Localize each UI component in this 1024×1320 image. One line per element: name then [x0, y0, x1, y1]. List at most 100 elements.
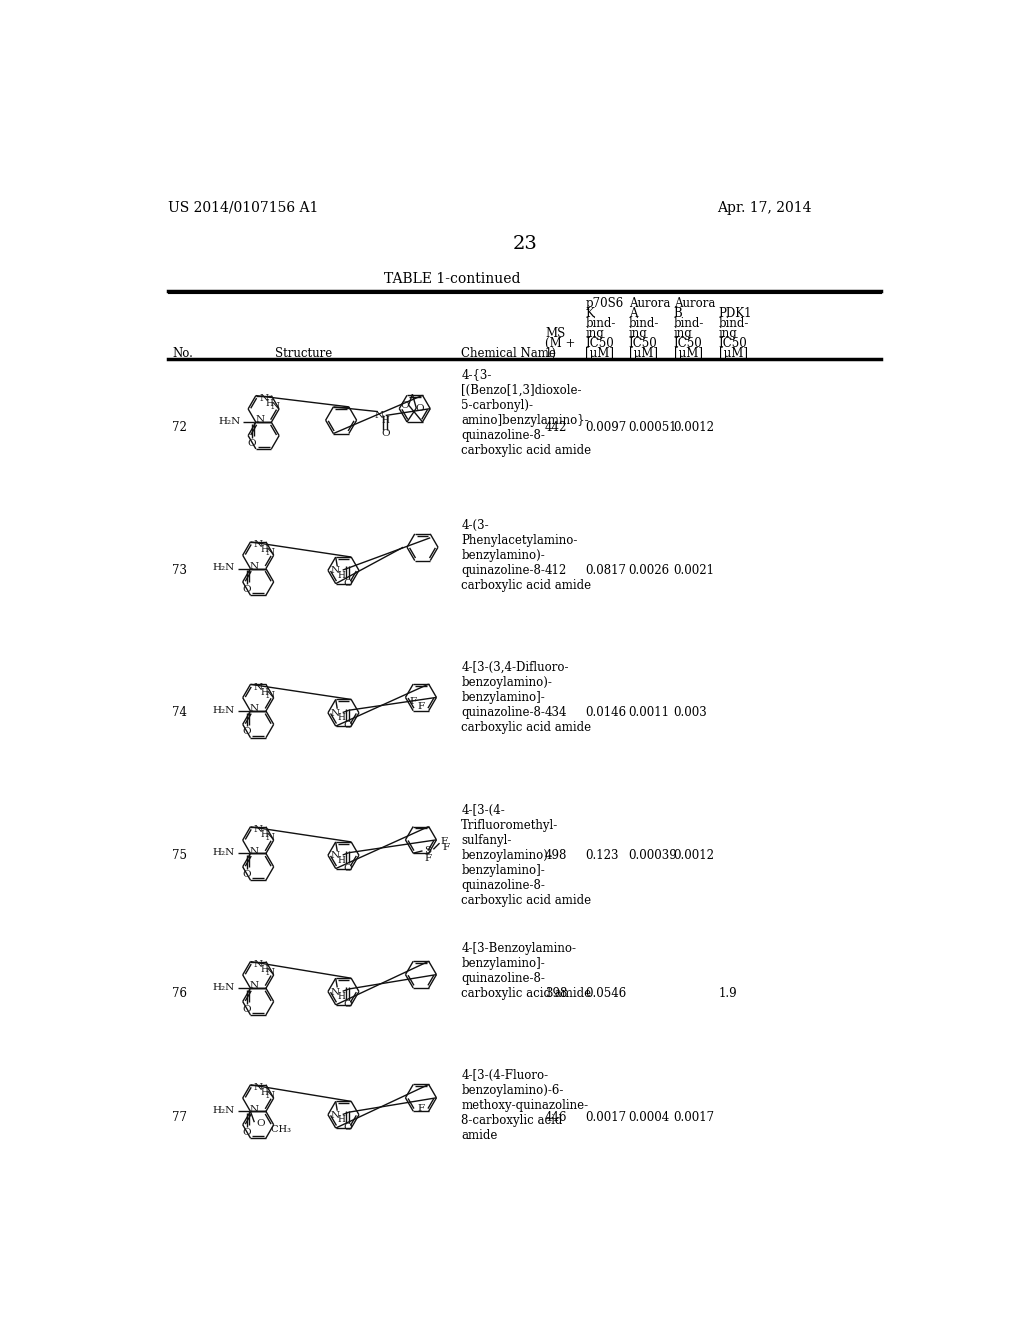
Text: N: N — [254, 682, 263, 692]
Text: O: O — [343, 721, 351, 730]
Text: O: O — [381, 429, 390, 438]
Text: 0.0546: 0.0546 — [586, 987, 627, 1001]
Text: 0.0017: 0.0017 — [674, 1110, 715, 1123]
Text: 75: 75 — [172, 849, 187, 862]
Text: O: O — [243, 1005, 251, 1014]
Text: IC50: IC50 — [719, 337, 748, 350]
Text: 0.0012: 0.0012 — [674, 849, 715, 862]
Text: 442: 442 — [545, 421, 567, 434]
Text: N: N — [254, 540, 263, 549]
Text: N: N — [331, 1110, 340, 1119]
Text: N: N — [250, 562, 259, 570]
Text: 0.00051: 0.00051 — [629, 421, 677, 434]
Text: N: N — [255, 416, 264, 425]
Text: N: N — [265, 548, 274, 557]
Text: US 2014/0107156 A1: US 2014/0107156 A1 — [168, 201, 318, 215]
Text: S: S — [424, 846, 431, 855]
Text: H: H — [337, 993, 345, 1001]
Text: N: N — [250, 981, 259, 990]
Text: CH₃: CH₃ — [268, 1125, 291, 1134]
Text: IC50: IC50 — [629, 337, 657, 350]
Text: N: N — [250, 704, 259, 713]
Text: F: F — [442, 843, 450, 853]
Text: Apr. 17, 2014: Apr. 17, 2014 — [717, 201, 811, 215]
Text: 4-[3-(4-
Trifluoromethyl-
sulfanyl-
benzoylamino)-
benzylamino]-
quinazoline-8-
: 4-[3-(4- Trifluoromethyl- sulfanyl- benz… — [461, 804, 592, 907]
Text: H: H — [260, 545, 268, 554]
Text: p70S6: p70S6 — [586, 297, 624, 310]
Text: 4-(3-
Phenylacetylamino-
benzylamino)-
quinazoline-8-
carboxylic acid amide: 4-(3- Phenylacetylamino- benzylamino)- q… — [461, 519, 592, 591]
Text: F: F — [418, 702, 425, 711]
Text: N: N — [259, 395, 268, 403]
Text: bind-: bind- — [674, 317, 703, 330]
Text: H: H — [337, 855, 345, 865]
Text: Aurora: Aurora — [674, 297, 715, 310]
Text: 0.123: 0.123 — [586, 849, 618, 862]
Text: 0.0146: 0.0146 — [586, 706, 627, 719]
Text: H: H — [260, 688, 268, 697]
Text: [μM]: [μM] — [629, 347, 657, 360]
Text: N: N — [250, 1105, 259, 1114]
Text: B: B — [674, 308, 682, 319]
Text: 0.0817: 0.0817 — [586, 564, 627, 577]
Text: H₂N: H₂N — [213, 1106, 234, 1115]
Text: H: H — [260, 830, 268, 840]
Text: ing: ing — [719, 327, 737, 341]
Text: 0.003: 0.003 — [674, 706, 708, 719]
Text: N: N — [331, 851, 340, 861]
Text: N: N — [331, 709, 340, 718]
Text: 1): 1) — [545, 347, 557, 360]
Text: N: N — [265, 968, 274, 977]
Text: ing: ing — [674, 327, 692, 341]
Text: N: N — [375, 411, 384, 420]
Text: 446: 446 — [545, 1110, 567, 1123]
Text: Structure: Structure — [275, 347, 333, 360]
Text: N: N — [254, 825, 263, 834]
Text: O: O — [248, 438, 256, 447]
Text: 4-[3-(3,4-Difluoro-
benzoylamino)-
benzylamino]-
quinazoline-8-
carboxylic acid : 4-[3-(3,4-Difluoro- benzoylamino)- benzy… — [461, 661, 592, 734]
Text: 4-[3-Benzoylamino-
benzylamino]-
quinazoline-8-
carboxylic acid amide: 4-[3-Benzoylamino- benzylamino]- quinazo… — [461, 942, 592, 1001]
Text: IC50: IC50 — [674, 337, 702, 350]
Text: H₂N: H₂N — [213, 706, 234, 714]
Text: F: F — [440, 837, 447, 846]
Text: N: N — [254, 1084, 263, 1093]
Text: ing: ing — [629, 327, 647, 341]
Text: Aurora: Aurora — [629, 297, 670, 310]
Text: (M +: (M + — [545, 337, 575, 350]
Text: F: F — [424, 854, 431, 863]
Text: IC50: IC50 — [586, 337, 614, 350]
Text: 1.9: 1.9 — [719, 987, 737, 1001]
Text: [μM]: [μM] — [674, 347, 702, 360]
Text: 0.00039: 0.00039 — [629, 849, 678, 862]
Text: 0.0012: 0.0012 — [674, 421, 715, 434]
Text: O: O — [243, 727, 251, 737]
Text: 398: 398 — [545, 987, 567, 1001]
Text: 0.0017: 0.0017 — [586, 1110, 627, 1123]
Text: 72: 72 — [172, 421, 187, 434]
Text: O: O — [243, 585, 251, 594]
Text: O: O — [416, 404, 425, 413]
Text: H₂N: H₂N — [213, 983, 234, 991]
Text: 76: 76 — [172, 987, 187, 1001]
Text: H: H — [337, 1115, 345, 1125]
Text: 0.0026: 0.0026 — [629, 564, 670, 577]
Text: 412: 412 — [545, 564, 567, 577]
Text: O: O — [343, 999, 351, 1008]
Text: 0.0097: 0.0097 — [586, 421, 627, 434]
Text: 77: 77 — [172, 1110, 187, 1123]
Text: 23: 23 — [512, 235, 538, 253]
Text: A: A — [629, 308, 637, 319]
Text: bind-: bind- — [586, 317, 615, 330]
Text: PDK1: PDK1 — [719, 308, 752, 319]
Text: H₂N: H₂N — [213, 564, 234, 573]
Text: [μM]: [μM] — [719, 347, 748, 360]
Text: O: O — [243, 870, 251, 879]
Text: O: O — [243, 1127, 251, 1137]
Text: 74: 74 — [172, 706, 187, 719]
Text: [μM]: [μM] — [586, 347, 614, 360]
Text: N: N — [331, 987, 340, 997]
Text: 0.0004: 0.0004 — [629, 1110, 670, 1123]
Text: F: F — [410, 697, 417, 706]
Text: Chemical Name: Chemical Name — [461, 347, 556, 360]
Text: No.: No. — [172, 347, 194, 360]
Text: H: H — [260, 1088, 268, 1097]
